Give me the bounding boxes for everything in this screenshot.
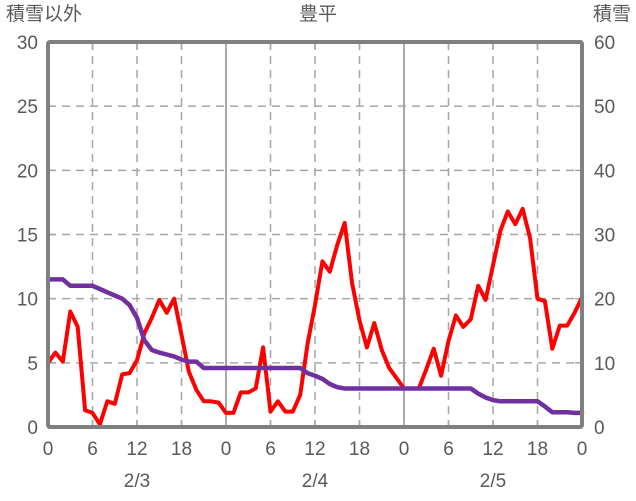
x-axis-tick-label: 18 [349,439,370,460]
plot-frame [46,40,584,429]
right-axis-tick-label: 0 [594,418,605,439]
x-axis-tick-label: 6 [265,439,276,460]
x-axis-tick-label: 12 [482,439,503,460]
left-axis-tick-label: 5 [27,354,38,375]
right-axis-tick-label: 10 [594,354,615,375]
left-axis-tick-label: 0 [27,418,38,439]
right-axis-tick-label: 60 [594,33,615,54]
x-axis-tick-label: 12 [126,439,147,460]
x-axis-tick-label: 6 [87,439,98,460]
right-axis-title: 積雪 [592,4,631,25]
series-snow-depth [45,277,585,416]
left-axis-tick-label: 25 [17,97,38,118]
left-axis-tick-label: 10 [17,290,38,311]
x-axis-tick-label: 0 [399,439,410,460]
x-axis-tick-label: 12 [304,439,325,460]
chart-title: 豊平 [298,4,337,25]
left-axis-tick-label: 30 [17,33,38,54]
x-axis-tick-label: 0 [221,439,232,460]
x-axis-tick-label: 18 [527,439,548,460]
right-axis-tick-label: 30 [594,226,615,247]
x-axis-tick-label: 18 [171,439,192,460]
date-label: 2/5 [480,471,506,492]
x-axis-tick-label: 6 [443,439,454,460]
left-axis-tick-label: 15 [17,226,38,247]
x-axis-tick-label: 0 [43,439,54,460]
date-label: 2/3 [124,471,150,492]
series-non-snow [46,206,584,427]
date-label: 2/4 [302,471,329,492]
left-axis-title: 積雪以外 [6,4,83,25]
right-axis-tick-label: 40 [594,161,615,182]
left-axis-tick-label: 20 [17,161,38,182]
x-axis-tick-label: 0 [577,439,588,460]
right-axis-tick-label: 50 [594,97,615,118]
right-axis-tick-label: 20 [594,290,615,311]
